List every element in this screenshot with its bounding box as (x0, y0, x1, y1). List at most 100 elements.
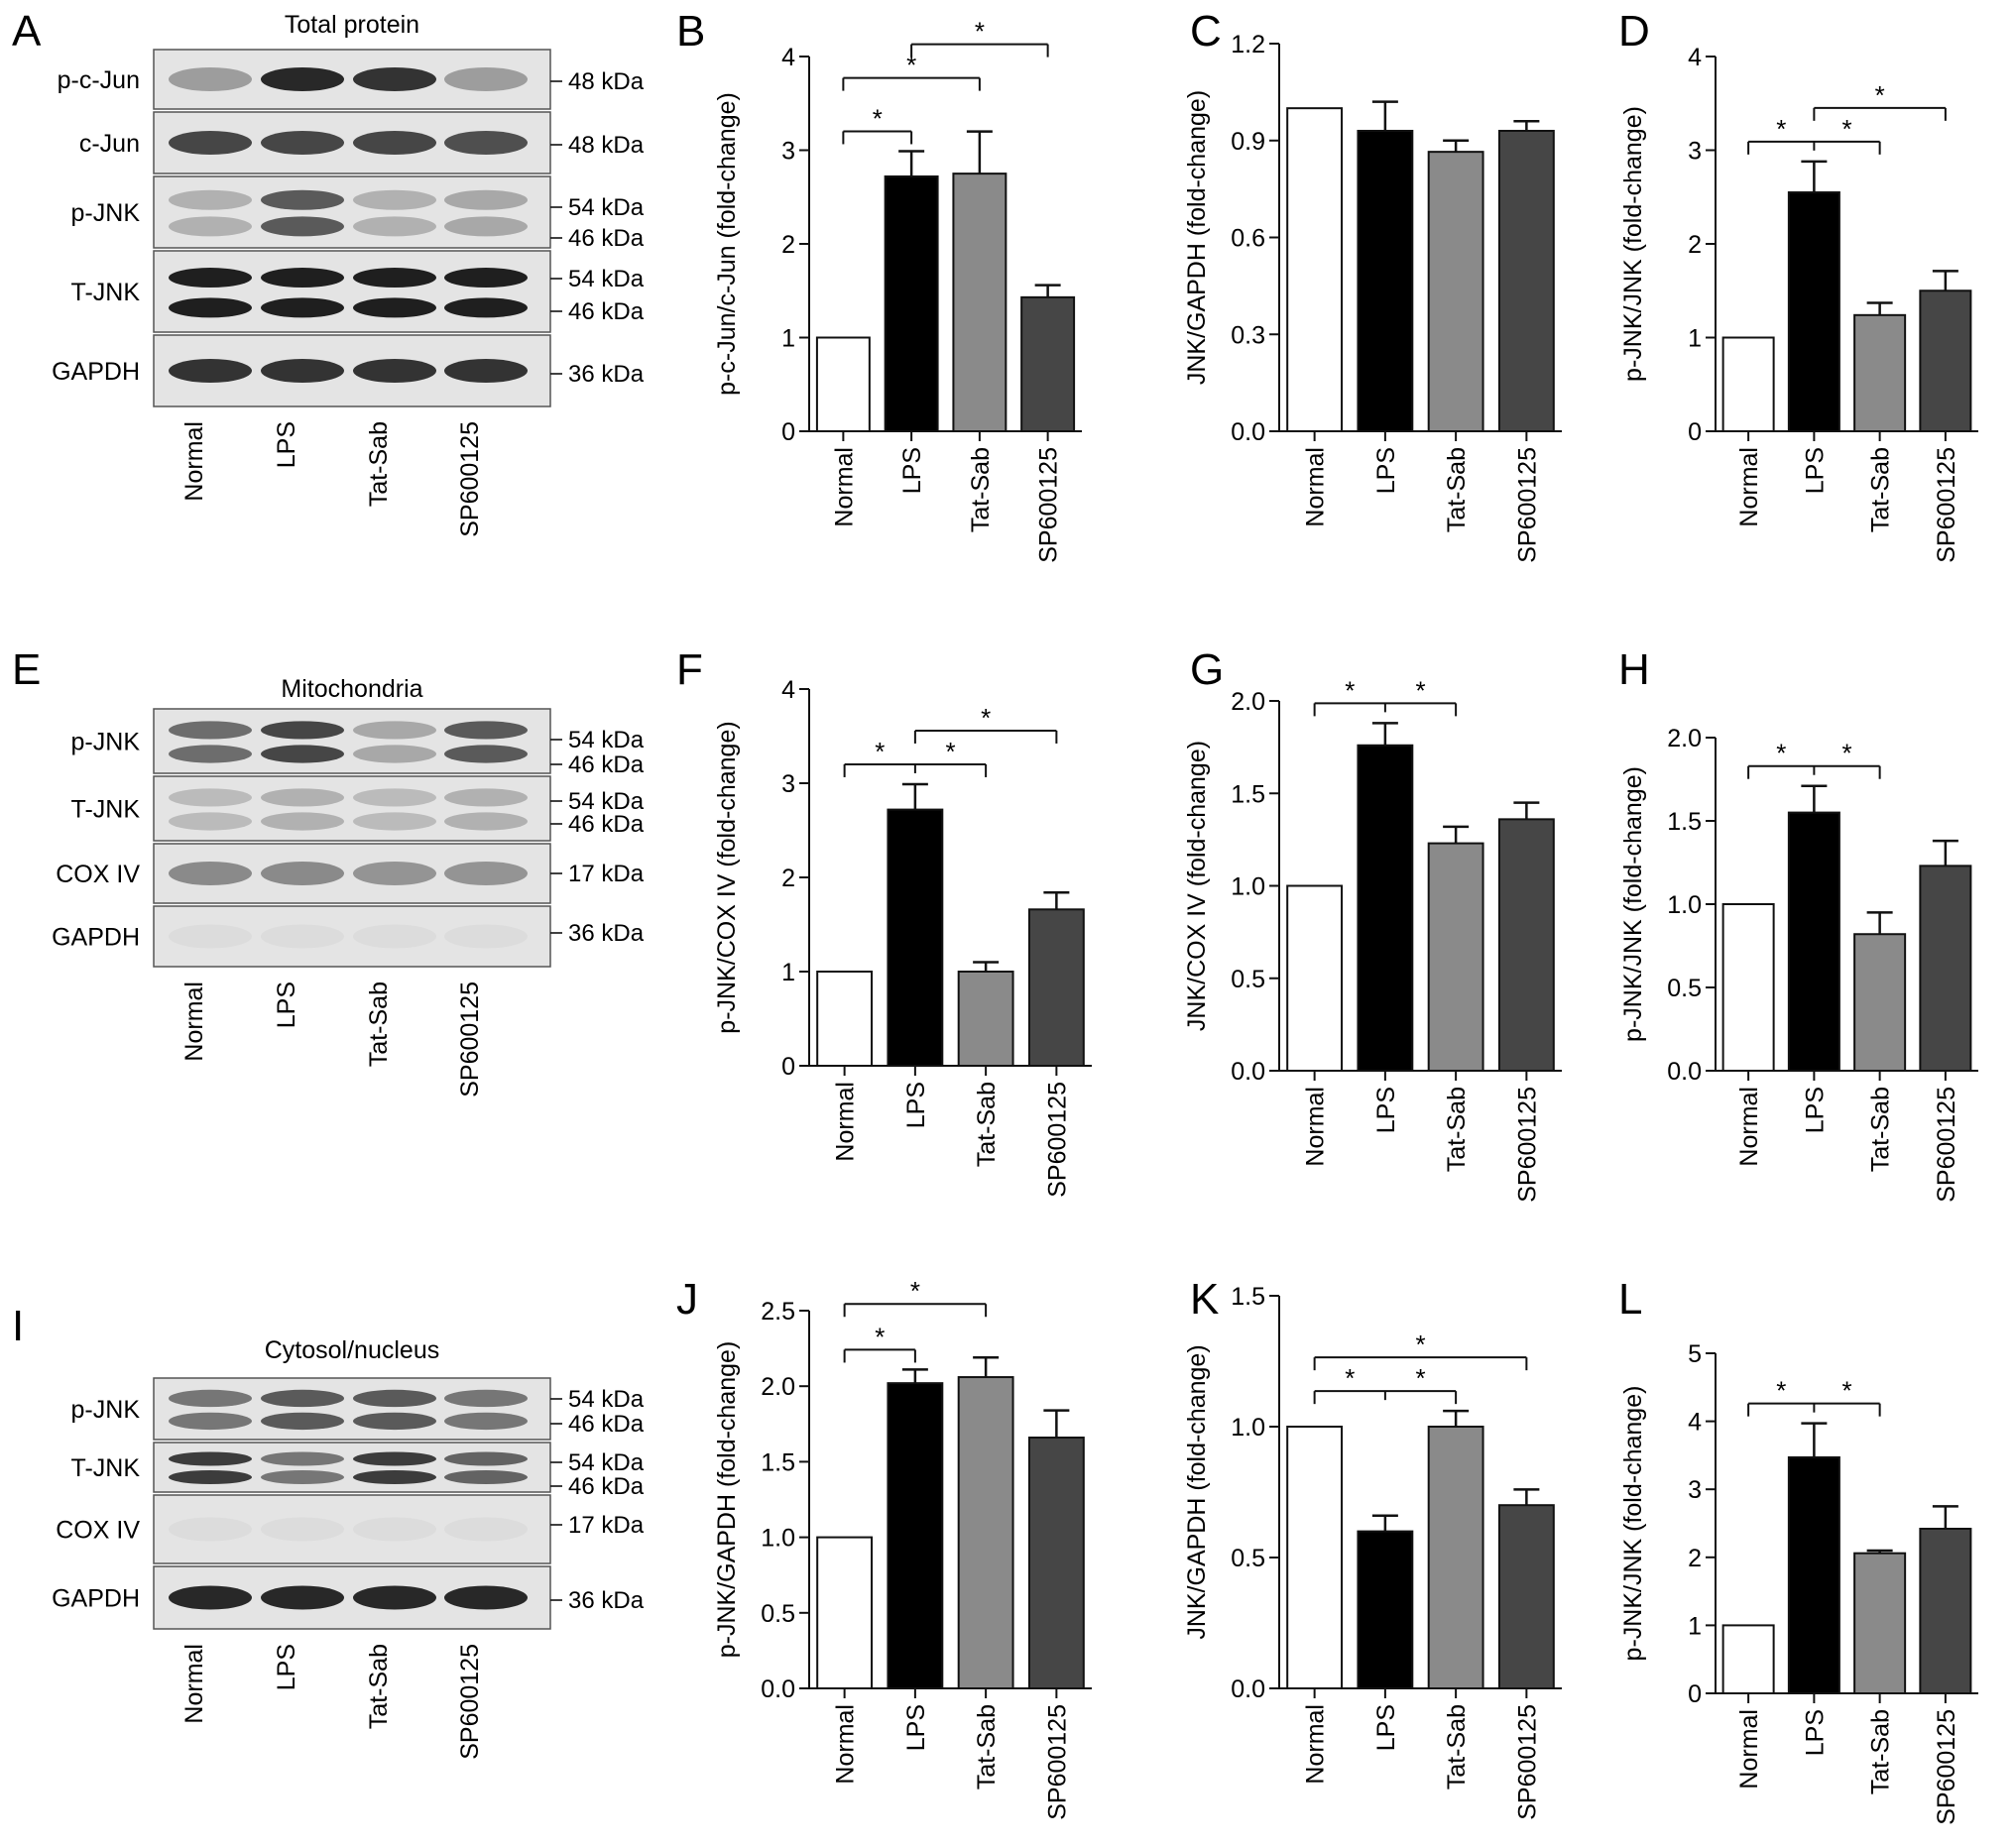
y-tick-label: 0.0 (761, 1675, 795, 1703)
lane-label: LPS (273, 421, 300, 468)
x-tick-label: Normal (1735, 447, 1763, 527)
panel-letter: H (1618, 645, 1650, 694)
blot-row-label: T-JNK (71, 279, 141, 306)
bar (1721, 336, 1775, 432)
blot-band (353, 131, 436, 155)
blot-band (261, 189, 344, 210)
x-tick-label: SP600125 (1933, 1087, 1960, 1203)
lane-label: Normal (180, 982, 208, 1062)
bar (1027, 908, 1085, 1067)
mw-label: 54 kDa (568, 1449, 645, 1476)
chart-panel-c: C 0.0 0.3 0.6 0.9 1.2 JNK/GAPDH (fold-change) N… (1183, 7, 1562, 563)
bar (1787, 811, 1840, 1072)
blot-band (169, 924, 252, 949)
x-tick-label: Tat-Sab (1867, 1709, 1895, 1794)
lane-label: Normal (180, 421, 208, 502)
y-tick-label: 1.5 (1231, 1283, 1265, 1311)
mw-label: 17 kDa (568, 861, 645, 887)
lane-label: LPS (273, 1644, 300, 1690)
blot-title: Total protein (285, 11, 419, 39)
blot-band (444, 1585, 528, 1610)
y-tick-label: 3 (1688, 138, 1702, 166)
bar (1286, 1426, 1344, 1689)
blot-row-label: p-JNK (71, 729, 141, 756)
significance-bracket: * * (1747, 114, 1881, 155)
mw-label: 46 kDa (568, 298, 645, 325)
x-tick-label: SP600125 (1513, 447, 1541, 563)
blot-band (444, 268, 528, 289)
mw-label: 46 kDa (568, 1473, 645, 1500)
blot-band (353, 862, 436, 885)
bar (1286, 107, 1344, 433)
blot-band (353, 297, 436, 318)
significance-star: * (981, 703, 991, 733)
y-tick-label: 0.5 (1231, 1545, 1265, 1572)
lane-label: SP600125 (456, 1644, 484, 1760)
bar (1357, 744, 1414, 1072)
blot-strip (153, 175, 551, 249)
y-tick-label: 1.5 (1231, 780, 1265, 808)
x-tick-label: Normal (1302, 1704, 1330, 1785)
blot-band (444, 812, 528, 831)
y-tick-label: 1 (1688, 325, 1702, 353)
y-tick-label: 1.5 (761, 1448, 795, 1476)
blot-row-label: COX IV (56, 1517, 140, 1545)
blot-band (353, 216, 436, 237)
x-tick-label: Tat-Sab (967, 447, 995, 532)
panel-letter: G (1190, 645, 1224, 694)
lane-label: Tat-Sab (365, 421, 393, 507)
y-tick-label: 0.3 (1231, 321, 1265, 349)
blot-band (444, 1451, 528, 1466)
lane-label: SP600125 (456, 982, 484, 1097)
blot-band (169, 812, 252, 831)
y-tick-label: 2 (1688, 1545, 1702, 1572)
significance-star: * (1345, 1363, 1355, 1393)
blot-band (261, 359, 344, 383)
blot-band (261, 131, 344, 155)
y-tick-label: 2.0 (1667, 725, 1702, 752)
blot-band (444, 131, 528, 155)
y-tick-label: 0 (1688, 418, 1702, 446)
y-tick-label: 0 (781, 418, 795, 446)
significance-star: * (1345, 675, 1355, 705)
y-axis-label: p-c-Jun/c-Jun (fold-change) (713, 92, 741, 396)
x-tick-label: LPS (902, 1704, 930, 1751)
y-tick-label: 1 (1688, 1612, 1702, 1640)
y-tick-label: 1.0 (761, 1525, 795, 1553)
x-tick-label: Normal (1302, 447, 1330, 527)
significance-star: * (873, 103, 883, 133)
bar (1787, 1455, 1840, 1695)
panel-letter: D (1618, 7, 1650, 56)
y-tick-label: 2.0 (1231, 688, 1265, 716)
x-tick-label: Tat-Sab (1867, 447, 1895, 532)
blot-band (261, 1412, 344, 1431)
bar (1787, 191, 1840, 432)
x-tick-label: LPS (1372, 447, 1400, 494)
blot-band (444, 1412, 528, 1431)
y-tick-label: 0.5 (1667, 975, 1702, 1002)
bar (815, 336, 871, 432)
significance-star: * (1776, 739, 1786, 768)
bar (1357, 1530, 1414, 1689)
blot-band (444, 1470, 528, 1484)
significance-bracket: * (843, 1322, 916, 1363)
blot-band (169, 1412, 252, 1431)
blot-band (353, 924, 436, 949)
y-tick-label: 2.5 (761, 1298, 795, 1326)
x-tick-label: SP600125 (1043, 1082, 1071, 1198)
blot-band (353, 359, 436, 383)
blot-band (353, 788, 436, 807)
blot-band (261, 862, 344, 885)
blot-band (169, 1517, 252, 1542)
mw-label: 54 kDa (568, 727, 645, 753)
y-axis-label: p-JNK/COX IV (fold-change) (713, 721, 741, 1033)
x-tick-label: Normal (832, 1082, 860, 1162)
blot-band (169, 1451, 252, 1466)
significance-bracket: * * (1747, 1376, 1881, 1417)
blot-row-label: GAPDH (52, 924, 140, 952)
blot-band (261, 924, 344, 949)
blot-row-label: p-c-Jun (58, 66, 140, 94)
bar (1919, 865, 1972, 1072)
